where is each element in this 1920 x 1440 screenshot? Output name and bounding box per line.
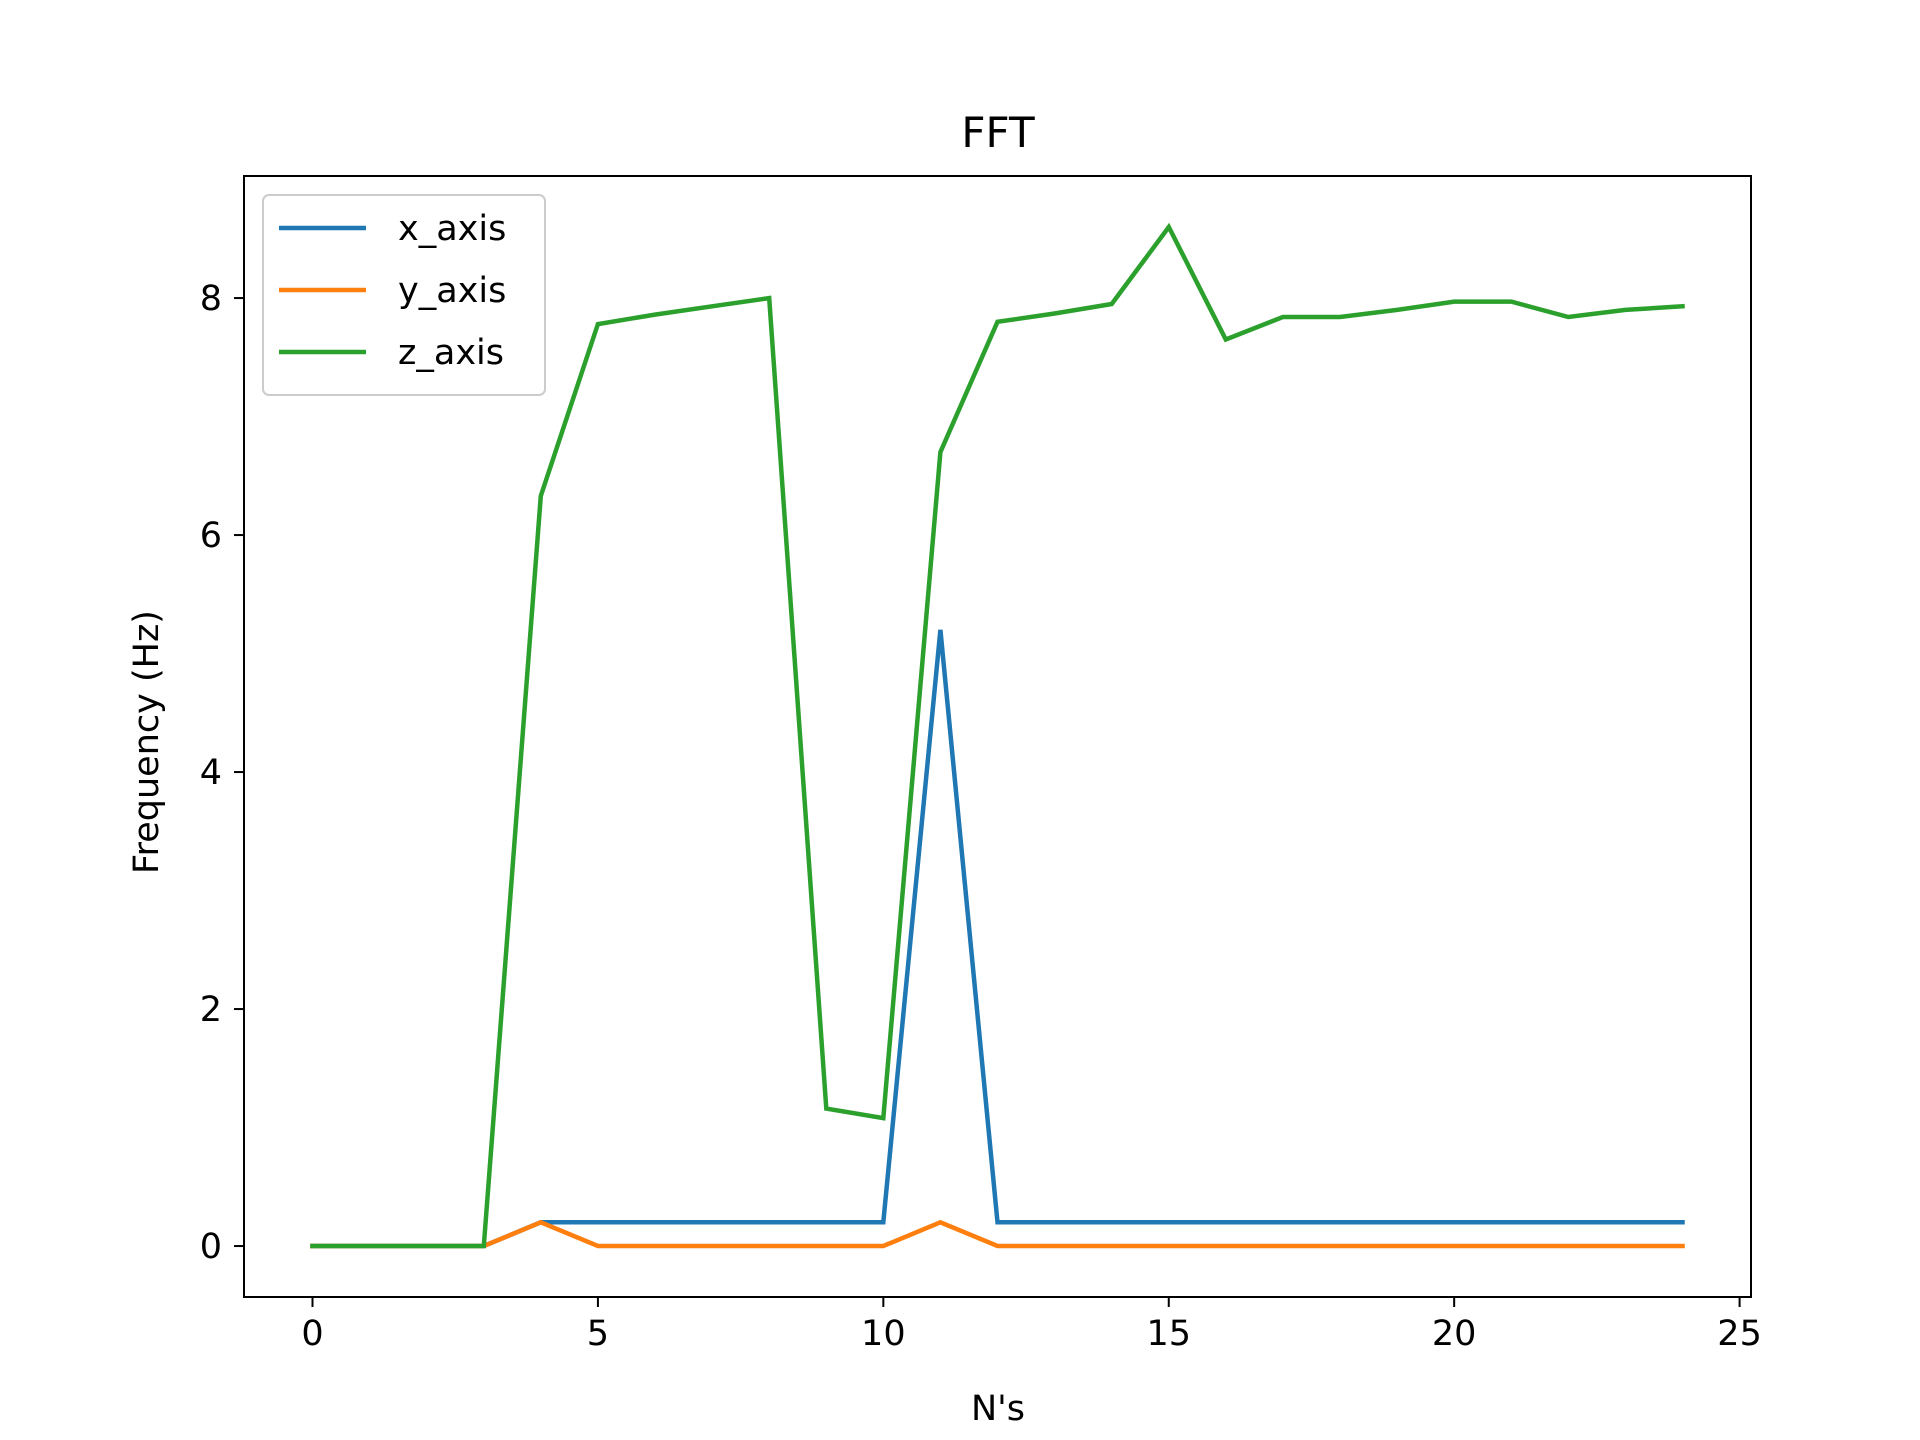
x-tick-label: 25 [1717, 1314, 1762, 1354]
x-tick-label: 5 [587, 1314, 609, 1354]
chart-title: FFT [961, 108, 1035, 157]
series-line-z-axis [310, 222, 1685, 1249]
plot-frame [243, 175, 1752, 1298]
x-tick-label: 15 [1146, 1314, 1191, 1354]
y-tick-label: 2 [200, 990, 222, 1030]
plot-area: 0 5 10 15 20 25 0 2 4 6 8 x_axis y_axis z_axis [200, 175, 1762, 1354]
x-tick-label: 10 [861, 1314, 906, 1354]
y-tick-label: 0 [200, 1227, 222, 1267]
x-axis-label: N's [971, 1389, 1025, 1429]
y-tick-label: 6 [200, 516, 222, 556]
legend-label-x-axis: x_axis [398, 209, 506, 249]
y-axis-label: Frequency (Hz) [127, 610, 167, 874]
series-line-y-axis [310, 1219, 1685, 1249]
y-tick-label: 4 [200, 753, 222, 793]
legend-label-z-axis: z_axis [398, 333, 504, 373]
x-tick-label: 0 [301, 1314, 323, 1354]
series-line-x-axis [310, 629, 1685, 1249]
legend-label-y-axis: y_axis [398, 271, 506, 311]
x-tick-label: 20 [1432, 1314, 1477, 1354]
y-tick-label: 8 [200, 279, 222, 319]
legend-box [262, 194, 546, 396]
